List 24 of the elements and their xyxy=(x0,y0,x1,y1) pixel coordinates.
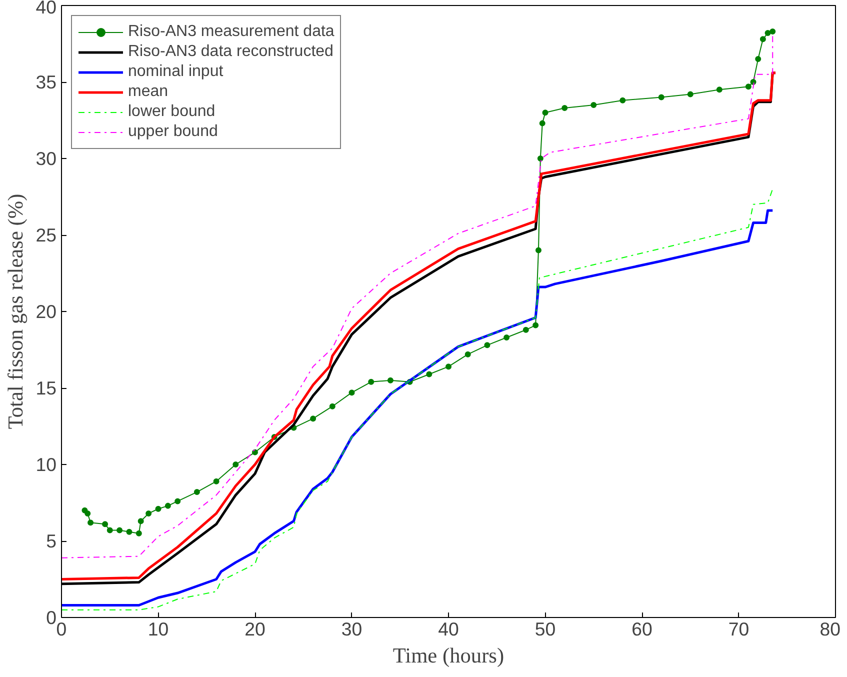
legend-label: nominal input xyxy=(128,63,224,81)
y-axis-title: Total fisson gas release (%) xyxy=(4,194,28,430)
x-tick-label: 60 xyxy=(632,618,652,640)
y-tick-label: 30 xyxy=(36,148,57,169)
legend-label: lower bound xyxy=(128,103,216,121)
legend-label: mean xyxy=(128,83,168,101)
y-tick-label: 5 xyxy=(46,530,57,552)
x-tick-label: 10 xyxy=(148,618,169,640)
x-tick-label: 30 xyxy=(341,618,362,640)
legend-label: upper bound xyxy=(128,123,218,141)
y-tick-label: 10 xyxy=(36,454,57,475)
y-tick-label: 35 xyxy=(36,72,57,92)
x-tick-label: 50 xyxy=(534,618,556,640)
x-tick-label: 40 xyxy=(438,618,459,640)
y-tick-label: 20 xyxy=(36,301,57,322)
x-axis-title: Time (hours) xyxy=(392,644,504,668)
legend-label: Riso-AN3 measurement data xyxy=(128,23,334,41)
y-tick-label: 15 xyxy=(36,378,57,398)
x-tick-label: 80 xyxy=(820,618,841,640)
y-tick-label: 25 xyxy=(36,224,57,246)
legend-label: Riso-AN3 data reconstructed xyxy=(128,43,334,61)
x-tick-label: 20 xyxy=(244,618,266,640)
x-tick-label: 70 xyxy=(728,618,750,640)
y-tick-label: 40 xyxy=(36,0,57,18)
